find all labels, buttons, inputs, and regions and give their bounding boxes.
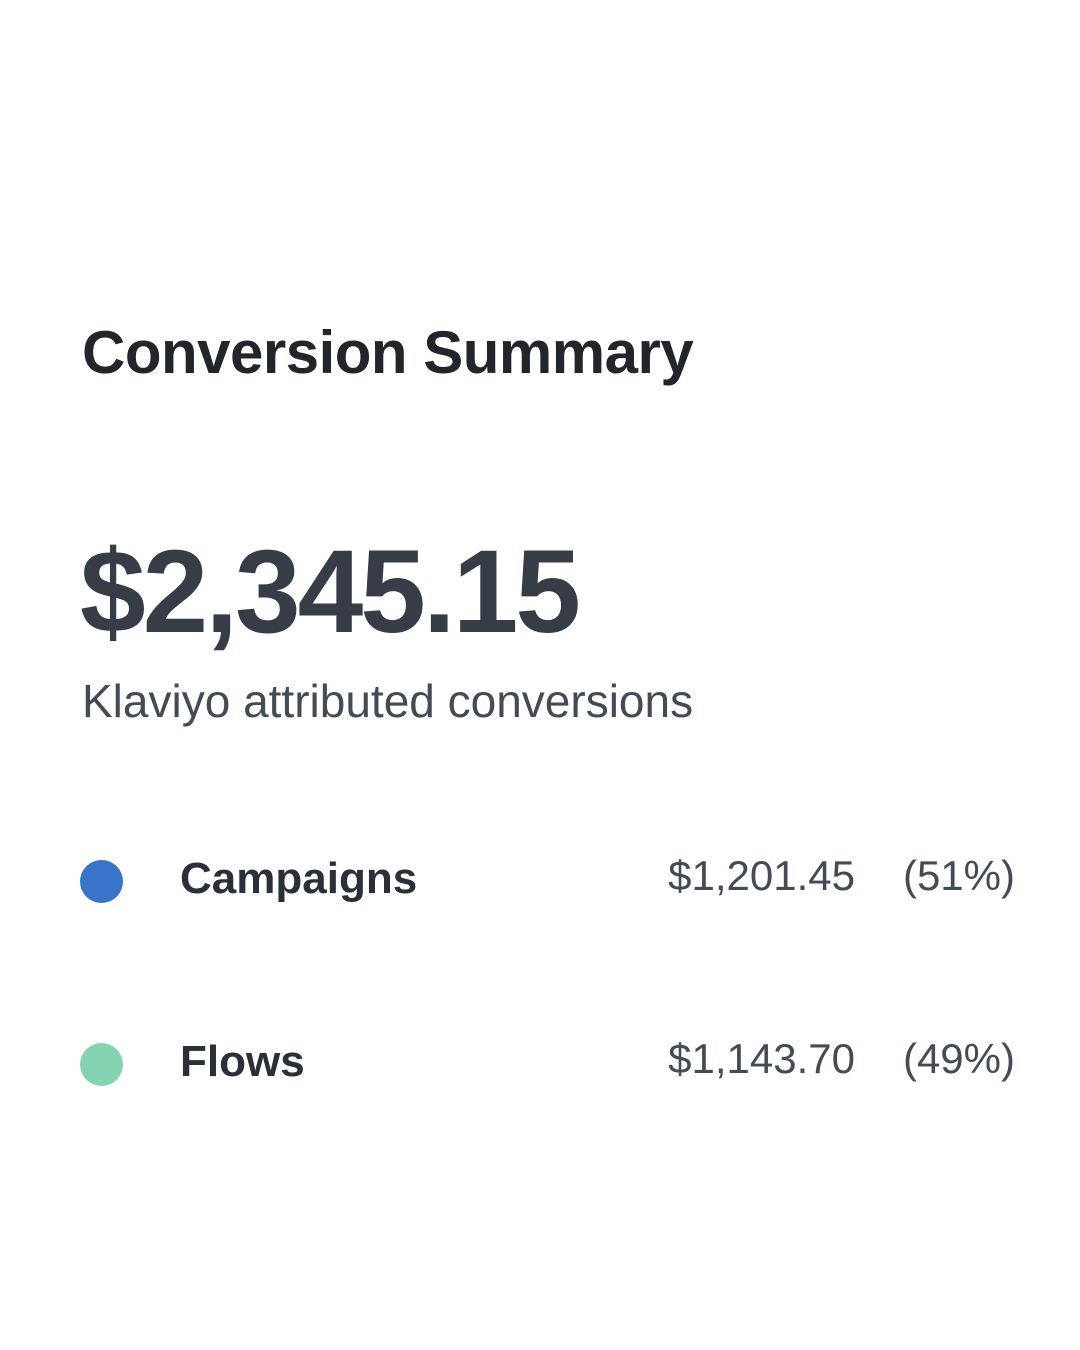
- total-conversions-caption: Klaviyo attributed conversions: [82, 675, 694, 727]
- breakdown-row-campaigns: Campaigns $1,201.45 (51%): [80, 850, 1015, 910]
- flows-percent: (49%): [902, 1035, 1015, 1082]
- flows-legend-dot: [80, 1043, 123, 1086]
- flows-amount: $1,143.70: [668, 1035, 855, 1082]
- campaigns-legend-dot: [80, 860, 123, 903]
- total-conversions-value: $2,345.15: [80, 526, 581, 658]
- campaigns-amount: $1,201.45: [668, 852, 855, 899]
- breakdown-row-flows: Flows $1,143.70 (49%): [80, 1033, 1015, 1093]
- card-title: Conversion Summary: [82, 319, 694, 386]
- campaigns-label: Campaigns: [180, 854, 418, 903]
- campaigns-percent: (51%): [902, 852, 1015, 899]
- flows-label: Flows: [180, 1037, 305, 1086]
